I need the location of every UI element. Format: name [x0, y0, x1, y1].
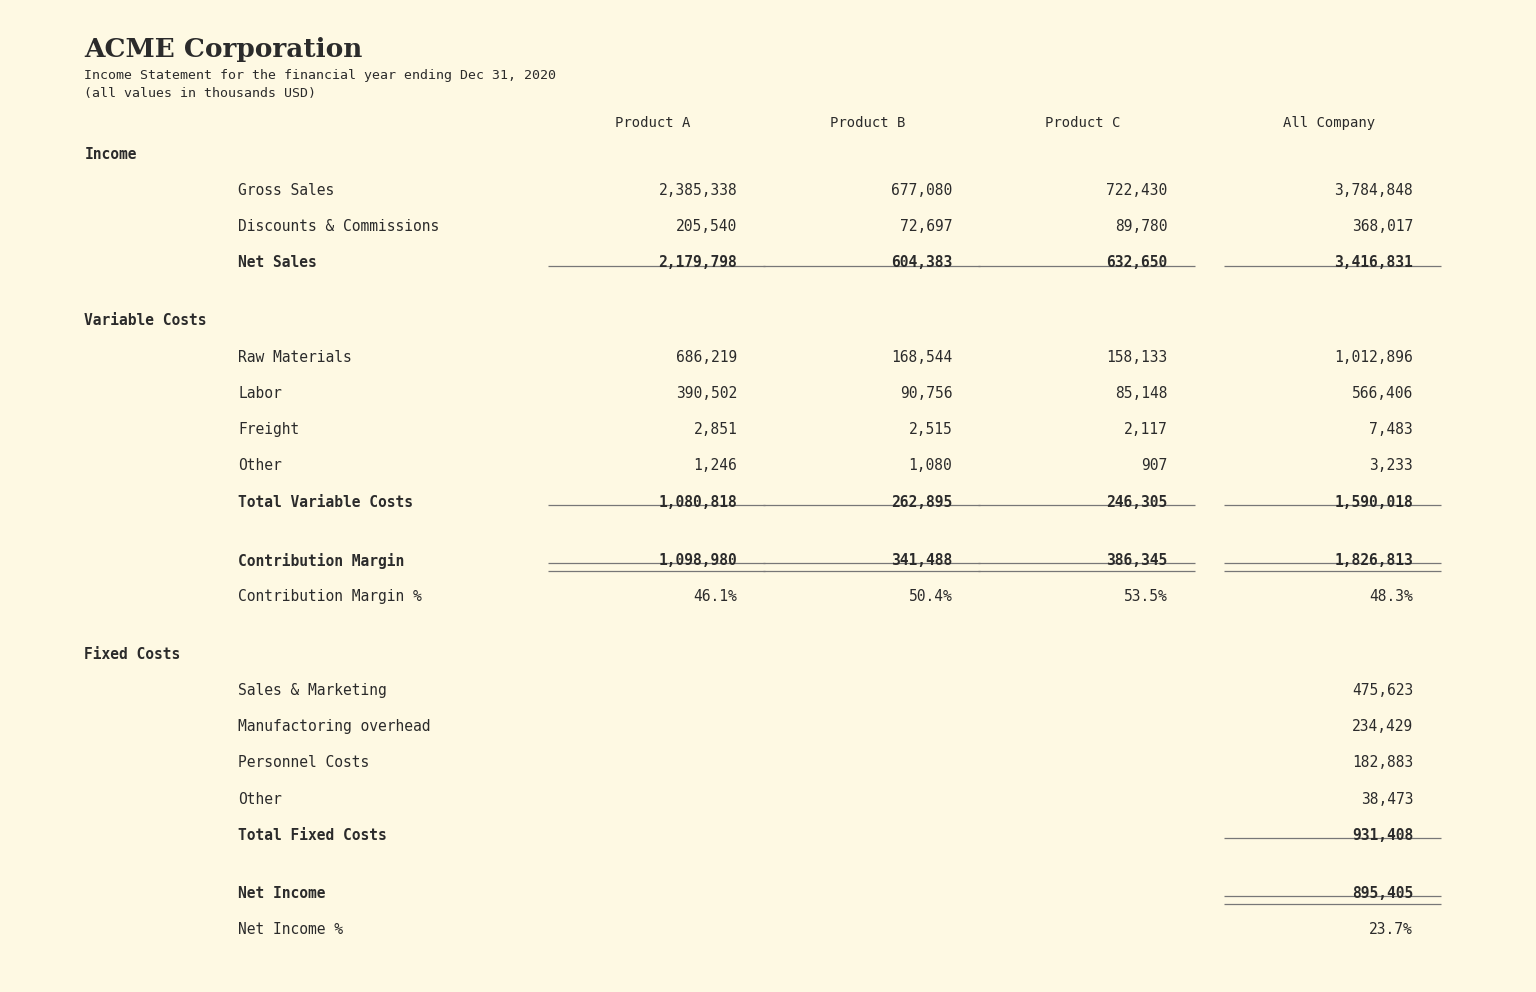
Text: Freight: Freight — [238, 422, 300, 437]
Text: Net Sales: Net Sales — [238, 255, 316, 271]
Text: Total Variable Costs: Total Variable Costs — [238, 494, 413, 510]
Text: 46.1%: 46.1% — [694, 588, 737, 604]
Text: Income: Income — [84, 147, 137, 162]
Text: 38,473: 38,473 — [1361, 792, 1413, 806]
Text: Sales & Marketing: Sales & Marketing — [238, 682, 387, 698]
Text: 182,883: 182,883 — [1352, 755, 1413, 771]
Text: Discounts & Commissions: Discounts & Commissions — [238, 219, 439, 234]
Text: Net Income: Net Income — [238, 886, 326, 901]
Text: 1,012,896: 1,012,896 — [1335, 349, 1413, 365]
Text: 677,080: 677,080 — [891, 183, 952, 198]
Text: Product C: Product C — [1044, 116, 1121, 130]
Text: Contribution Margin %: Contribution Margin % — [238, 588, 422, 604]
Text: 341,488: 341,488 — [891, 553, 952, 567]
Text: 85,148: 85,148 — [1115, 386, 1167, 401]
Text: All Company: All Company — [1283, 116, 1375, 130]
Text: 895,405: 895,405 — [1352, 886, 1413, 901]
Text: Personnel Costs: Personnel Costs — [238, 755, 369, 771]
Text: Net Income %: Net Income % — [238, 922, 343, 937]
Text: 566,406: 566,406 — [1352, 386, 1413, 401]
Text: 89,780: 89,780 — [1115, 219, 1167, 234]
Text: Raw Materials: Raw Materials — [238, 349, 352, 365]
Text: 168,544: 168,544 — [891, 349, 952, 365]
Text: 158,133: 158,133 — [1106, 349, 1167, 365]
Text: Product B: Product B — [829, 116, 906, 130]
Text: ACME Corporation: ACME Corporation — [84, 37, 362, 62]
Text: 53.5%: 53.5% — [1124, 588, 1167, 604]
Text: Other: Other — [238, 792, 281, 806]
Text: 2,117: 2,117 — [1124, 422, 1167, 437]
Text: 686,219: 686,219 — [676, 349, 737, 365]
Text: Total Fixed Costs: Total Fixed Costs — [238, 827, 387, 843]
Text: 931,408: 931,408 — [1352, 827, 1413, 843]
Text: Variable Costs: Variable Costs — [84, 313, 207, 328]
Text: 23.7%: 23.7% — [1370, 922, 1413, 937]
Text: 2,179,798: 2,179,798 — [659, 255, 737, 271]
Text: Fixed Costs: Fixed Costs — [84, 647, 181, 662]
Text: 632,650: 632,650 — [1106, 255, 1167, 271]
Text: Product A: Product A — [614, 116, 691, 130]
Text: Other: Other — [238, 458, 281, 473]
Text: 50.4%: 50.4% — [909, 588, 952, 604]
Text: 3,416,831: 3,416,831 — [1335, 255, 1413, 271]
Text: 386,345: 386,345 — [1106, 553, 1167, 567]
Text: 1,080,818: 1,080,818 — [659, 494, 737, 510]
Text: Labor: Labor — [238, 386, 281, 401]
Text: 368,017: 368,017 — [1352, 219, 1413, 234]
Text: Contribution Margin: Contribution Margin — [238, 553, 404, 568]
Text: Gross Sales: Gross Sales — [238, 183, 335, 198]
Text: 234,429: 234,429 — [1352, 719, 1413, 734]
Text: 2,851: 2,851 — [694, 422, 737, 437]
Text: 390,502: 390,502 — [676, 386, 737, 401]
Text: 246,305: 246,305 — [1106, 494, 1167, 510]
Text: 604,383: 604,383 — [891, 255, 952, 271]
Text: 1,246: 1,246 — [694, 458, 737, 473]
Text: 90,756: 90,756 — [900, 386, 952, 401]
Text: 262,895: 262,895 — [891, 494, 952, 510]
Text: 48.3%: 48.3% — [1370, 588, 1413, 604]
Text: 907: 907 — [1141, 458, 1167, 473]
Text: Income Statement for the financial year ending Dec 31, 2020: Income Statement for the financial year … — [84, 69, 556, 82]
Text: Manufactoring overhead: Manufactoring overhead — [238, 719, 430, 734]
Text: 722,430: 722,430 — [1106, 183, 1167, 198]
Text: (all values in thousands USD): (all values in thousands USD) — [84, 87, 316, 100]
Text: 1,080: 1,080 — [909, 458, 952, 473]
Text: 1,826,813: 1,826,813 — [1335, 553, 1413, 567]
Text: 1,098,980: 1,098,980 — [659, 553, 737, 567]
Text: 3,233: 3,233 — [1370, 458, 1413, 473]
Text: 3,784,848: 3,784,848 — [1335, 183, 1413, 198]
Text: 7,483: 7,483 — [1370, 422, 1413, 437]
Text: 72,697: 72,697 — [900, 219, 952, 234]
Text: 2,515: 2,515 — [909, 422, 952, 437]
Text: 475,623: 475,623 — [1352, 682, 1413, 698]
Text: 205,540: 205,540 — [676, 219, 737, 234]
Text: 1,590,018: 1,590,018 — [1335, 494, 1413, 510]
Text: 2,385,338: 2,385,338 — [659, 183, 737, 198]
